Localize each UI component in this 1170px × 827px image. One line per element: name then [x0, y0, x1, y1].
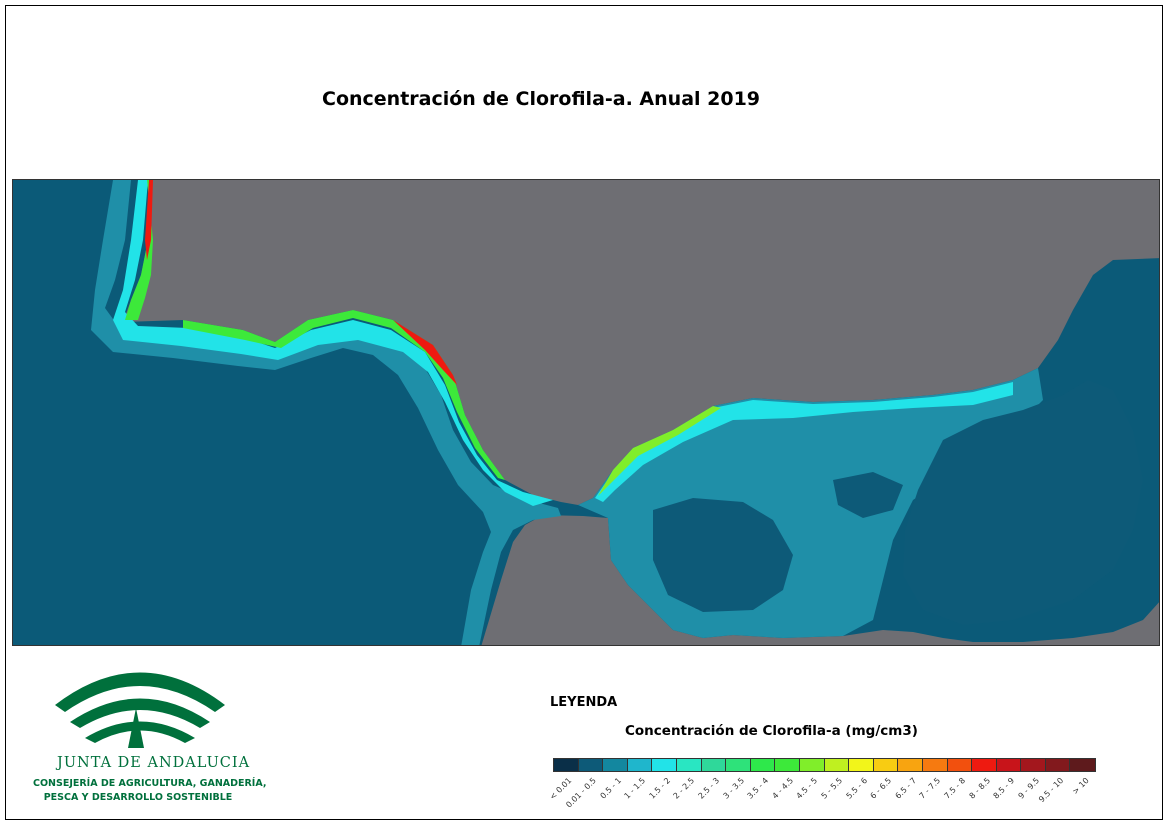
legend-swatch: [627, 759, 653, 771]
page-title: Concentración de Clorofila-a. Anual 2019: [322, 88, 761, 110]
land-morocco: [481, 515, 1159, 645]
legend-swatch: [578, 759, 604, 771]
legend-swatch: [947, 759, 973, 771]
legend-swatch: [701, 759, 727, 771]
alboran-shelf: [595, 382, 1013, 502]
west-alboran-gyre: [653, 498, 793, 612]
legend-swatch: [1070, 759, 1096, 771]
logo-column: [128, 708, 144, 748]
legend-swatch: [1045, 759, 1071, 771]
logo-arc-inner: [85, 721, 195, 743]
legend-swatch: [676, 759, 702, 771]
legend-swatch: [775, 759, 800, 771]
legend-swatch: [898, 759, 923, 771]
legend-swatch: [652, 759, 677, 771]
legend-swatch: [1021, 759, 1046, 771]
logo-arc-outer: [55, 672, 225, 712]
legend-heading: LEYENDA: [550, 695, 618, 710]
legend-swatch: [554, 759, 579, 771]
logo-name: JUNTA DE ANDALUCIA: [57, 755, 251, 771]
alboran-coast-green: [598, 406, 721, 496]
logo-line1: CONSEJERÍA DE AGRICULTURA, GANADERÍA,: [33, 778, 267, 789]
legend-swatch: [873, 759, 899, 771]
junta-andalucia-logo: [30, 660, 260, 810]
chlorophyll-map: [12, 179, 1160, 646]
legend-swatch: [972, 759, 997, 771]
legend-swatch: [799, 759, 825, 771]
legend-swatch: [849, 759, 874, 771]
legend-swatch: [996, 759, 1022, 771]
legend-swatch: [922, 759, 948, 771]
atlantic-coast-green: [125, 180, 505, 480]
legend-subtitle: Concentración de Clorofila-a (mg/cm3): [625, 723, 918, 739]
logo-line2: PESCA Y DESARROLLO SOSTENIBLE: [43, 792, 233, 803]
logo-arc-middle: [70, 698, 210, 728]
land-spain: [13, 180, 1159, 505]
legend-color-bar: [553, 758, 1097, 772]
legend-swatch: [603, 759, 628, 771]
legend-swatch: [750, 759, 776, 771]
east-alboran-basin: [903, 380, 1143, 625]
central-patch: [833, 472, 903, 518]
atlantic-inner-band: [113, 180, 553, 506]
legend-swatch: [824, 759, 850, 771]
legend-swatch: [726, 759, 751, 771]
